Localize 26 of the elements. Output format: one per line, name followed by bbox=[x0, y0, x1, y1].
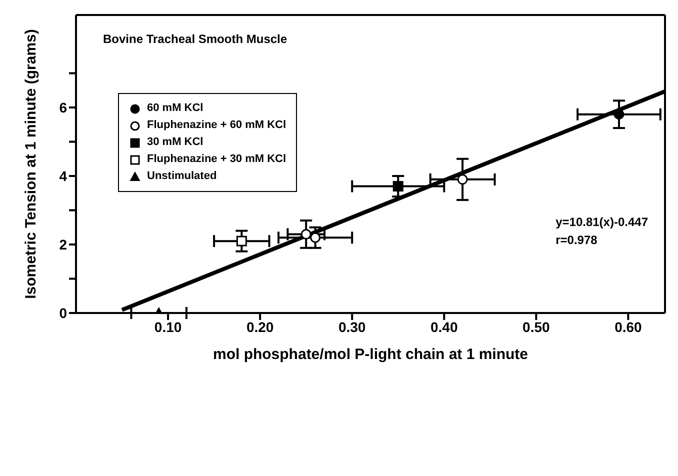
x-tick-label: 0.60 bbox=[614, 318, 642, 335]
x-tick-label: 0.40 bbox=[430, 318, 458, 335]
point bbox=[457, 174, 468, 185]
point bbox=[300, 228, 312, 240]
y-tick-label: 4 bbox=[59, 168, 68, 184]
annotation: y=10.81(x)-0.447 bbox=[556, 214, 648, 231]
y-tick-label: 6 bbox=[59, 99, 68, 116]
x-tick-label: 0.10 bbox=[154, 318, 182, 335]
text: Bovine Tracheal Smooth Muscle bbox=[103, 32, 288, 46]
legend-label: Unstimulated bbox=[147, 169, 217, 184]
y-tick-label: 2 bbox=[59, 236, 68, 252]
y-tick-label: 0 bbox=[59, 304, 68, 321]
legend-label: Fluphenazine + 30 mM KCl bbox=[147, 152, 286, 167]
point bbox=[236, 236, 247, 246]
x-tick-label: 0.20 bbox=[246, 318, 274, 335]
point bbox=[392, 181, 404, 192]
annotation: r=0.978 bbox=[556, 232, 598, 249]
point bbox=[614, 109, 624, 120]
point bbox=[310, 232, 321, 243]
y-axis-title: Isometric Tension at 1 minute (grams) bbox=[22, 29, 40, 299]
legend-label: Fluphenazine + 60 mM KCl bbox=[147, 118, 286, 133]
x-tick-label: 0.30 bbox=[338, 318, 366, 335]
x-tick-label: 0.50 bbox=[522, 318, 550, 335]
legend-label: 60 mM KCl bbox=[147, 101, 204, 116]
x-axis-title: mol phosphate/mol P-light chain at 1 minute bbox=[212, 346, 528, 363]
legend-label: 30 mM KCl bbox=[147, 135, 204, 150]
